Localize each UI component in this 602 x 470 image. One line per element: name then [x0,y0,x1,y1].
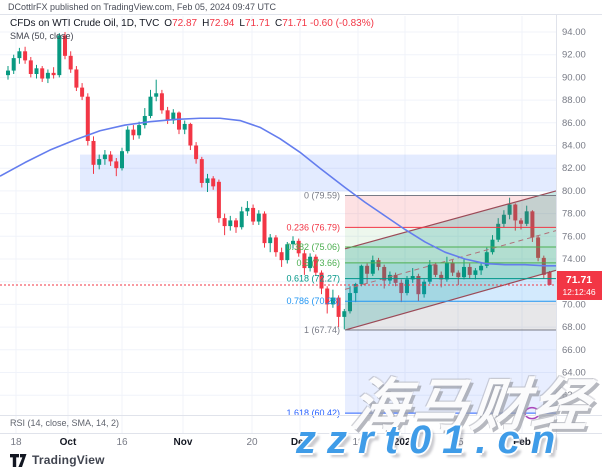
watermark-url-text: zzrt01.cn [296,418,567,462]
fib-level-label: 1 (67.74) [304,325,340,335]
time-axis-label: Feb [513,437,531,448]
tradingview-logo-icon[interactable] [10,453,27,467]
time-axis-label: 15 [452,437,464,448]
ascending-channel-drawing[interactable] [344,190,557,331]
ohlc-value: 72.94 [209,18,235,29]
fib-level-label: 0.786 (70.28) [286,296,340,306]
price-axis-label: 66.00 [562,345,586,356]
header-divider [0,14,602,15]
price-axis-label: 76.00 [562,231,586,242]
time-axis[interactable]: 18 Oct 16 Nov 20 Dec 18 2024 15 Feb [10,437,530,448]
price-axis-label: 86.00 [562,118,586,129]
time-axis-label: Oct [60,437,77,448]
fib-level-label: 1.618 (60.42) [286,408,340,418]
price-axis-label: 88.00 [562,95,586,106]
fib-level-label: 0.236 (76.79) [286,222,340,232]
price-axis-label: 80.00 [562,186,586,197]
footer-bar: TradingView [0,450,602,470]
price-axis-label: 82.00 [562,163,586,174]
price-axis-label: 84.00 [562,141,586,152]
fib-zone-fills [345,195,556,414]
ohlc-value: 72.87 [172,18,198,29]
sma-50-line [0,117,556,267]
symbol-legend[interactable]: CFDs on WTI Crude Oil, 1D, TVC O72.87 H72.… [10,18,374,30]
fib-level-label: 0.5 (73.66) [296,258,340,268]
fib-level-label: 0.382 (75.06) [286,242,340,252]
price-axis-label: 90.00 [562,72,586,83]
fib-level-label: 0 (79.59) [304,191,340,201]
ohlc-key: H [202,18,210,29]
time-axis-label: 18 [10,437,22,448]
price-axis-label: 92.00 [562,50,586,61]
candlestick-series[interactable] [6,32,552,330]
time-axis-label: 18 [352,437,364,448]
time-axis-label: Dec [291,437,310,448]
time-axis-label: 16 [116,437,128,448]
ohlc-value: 71.71 [244,18,270,29]
tag-countdown: 12:12:46 [562,287,595,297]
fib-retracement-drawing[interactable]: 0 (79.59) 0.236 (76.79) 0.382 (75.06) 0.5 (… [286,191,556,419]
time-axis-label: 20 [246,437,258,448]
price-axis-label: 70.00 [562,299,586,310]
price-axis-label: 74.00 [562,254,586,265]
publish-attribution-line: DCottlrFX published on TradingView.com, … [8,2,276,12]
ohlc-key: O [164,18,173,29]
fib-level-label: 0.618 (72.27) [286,274,340,284]
ohlc-key: L [239,18,245,29]
rsi-indicator-legend[interactable]: RSI (14, close, SMA, 14, 2) [10,418,120,428]
time-axis-label: 2024 [394,437,417,448]
sma-indicator-legend[interactable]: SMA (50, close) [10,31,74,41]
tradingview-brand-text[interactable]: TradingView [32,453,105,467]
tag-price: 71.71 [566,274,592,286]
price-axis-label: 62.00 [562,390,586,401]
price-axis-label: 64.00 [562,368,586,379]
supply-zone-rectangle[interactable] [80,154,556,192]
price-axis[interactable]: 62.0064.0066.0068.0070.0072.0074.0076.00… [562,27,586,401]
symbol-title[interactable]: CFDs on WTI Crude Oil, 1D, TVC [10,18,160,29]
ohlc-key: C [274,18,283,29]
price-axis-label: 68.00 [562,322,586,333]
ohlc-values: O72.87 H72.94 L71.71 C71.71 [159,18,307,29]
ohlc-value: 71.71 [282,18,308,29]
price-axis-label: 94.00 [562,27,586,38]
time-axis-label: Nov [174,437,193,448]
price-axis-label: 78.00 [562,209,586,220]
change-value: -0.60 (-0.83%) [310,18,374,29]
ellipse-drawing-marker[interactable] [524,406,540,420]
